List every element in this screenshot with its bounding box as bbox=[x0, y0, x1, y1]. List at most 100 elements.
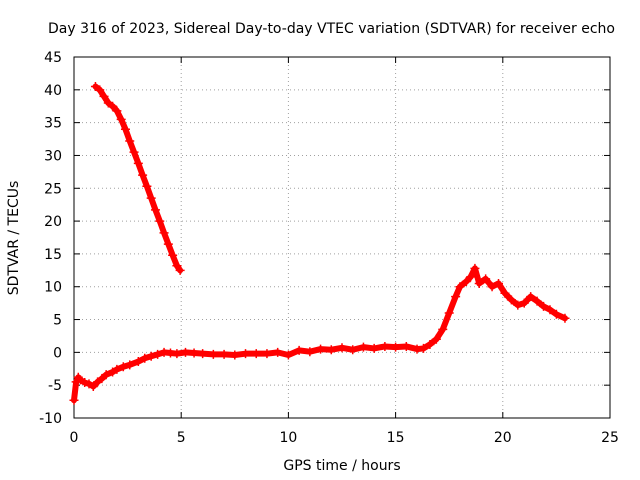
data-point bbox=[539, 301, 549, 311]
data-point bbox=[418, 343, 428, 353]
data-point bbox=[172, 349, 182, 359]
y-tick-label: 20 bbox=[44, 214, 62, 230]
data-point bbox=[451, 292, 461, 302]
data-point bbox=[116, 114, 126, 124]
data-point bbox=[470, 263, 480, 273]
axis-ticks: 0 5 10 15 20 25 -10 -5 0 5 10 15 20 25 30 35 40 45 bbox=[39, 50, 619, 446]
data-point bbox=[125, 360, 135, 370]
data-point bbox=[146, 193, 156, 203]
data-point bbox=[71, 377, 81, 387]
data-point bbox=[88, 381, 98, 391]
data-point bbox=[425, 339, 435, 349]
chart-title: Day 316 of 2023, Sidereal Day-to-day VTE… bbox=[48, 21, 615, 37]
y-tick-label: 10 bbox=[44, 280, 62, 296]
y-tick-label: -10 bbox=[39, 411, 62, 427]
data-point bbox=[551, 309, 561, 319]
data-point bbox=[391, 342, 401, 352]
data-point bbox=[513, 300, 523, 310]
x-tick-label: 5 bbox=[177, 430, 186, 446]
data-point bbox=[99, 91, 109, 101]
data-point bbox=[474, 278, 484, 288]
data-point bbox=[526, 292, 536, 302]
data-point bbox=[262, 349, 272, 359]
data-point bbox=[316, 344, 326, 354]
data-point bbox=[305, 347, 315, 357]
data-point bbox=[101, 370, 111, 380]
x-tick-label: 15 bbox=[387, 430, 405, 446]
data-point bbox=[163, 239, 173, 249]
data-point bbox=[326, 345, 336, 355]
data-point bbox=[369, 343, 379, 353]
data-point bbox=[108, 101, 118, 111]
data-point bbox=[358, 342, 368, 352]
plot-frame bbox=[73, 56, 611, 419]
data-point bbox=[97, 374, 107, 384]
y-tick-label: 35 bbox=[44, 116, 62, 132]
data-point bbox=[112, 106, 122, 116]
data-point bbox=[198, 349, 208, 359]
data-point bbox=[120, 124, 130, 134]
data-point bbox=[153, 349, 163, 359]
data-point bbox=[500, 288, 510, 298]
data-point bbox=[168, 250, 178, 260]
data-point bbox=[219, 349, 229, 359]
data-point bbox=[230, 350, 240, 360]
data-point bbox=[461, 276, 471, 286]
y-tick-label: 0 bbox=[53, 345, 62, 361]
data-point bbox=[337, 343, 347, 353]
data-point bbox=[519, 298, 529, 308]
data-point bbox=[444, 308, 454, 318]
data-point bbox=[294, 345, 304, 355]
data-point bbox=[140, 353, 150, 363]
data-point bbox=[180, 347, 190, 357]
y-tick-label: 5 bbox=[53, 313, 62, 329]
x-tick-label: 20 bbox=[494, 430, 512, 446]
data-point bbox=[487, 282, 497, 292]
data-point bbox=[545, 305, 555, 315]
y-tick-label: -5 bbox=[48, 378, 62, 394]
x-axis-label: GPS time / hours bbox=[283, 458, 400, 474]
data-point bbox=[146, 351, 156, 361]
y-tick-label: 30 bbox=[44, 148, 62, 164]
x-tick-label: 25 bbox=[601, 430, 619, 446]
data-point bbox=[560, 313, 570, 323]
data-point bbox=[481, 274, 491, 284]
data-point bbox=[159, 228, 169, 238]
x-tick-label: 10 bbox=[279, 430, 297, 446]
data-point bbox=[172, 261, 182, 271]
series-line-early-decline bbox=[92, 83, 184, 274]
data-point bbox=[241, 349, 251, 359]
data-point bbox=[466, 272, 476, 282]
data-point bbox=[494, 278, 504, 288]
y-axis-label: SDTVAR / TECUs bbox=[6, 181, 22, 296]
data-point bbox=[532, 296, 542, 306]
data-point bbox=[133, 158, 143, 168]
data-point bbox=[506, 295, 516, 305]
y-tick-label: 45 bbox=[44, 50, 62, 66]
data-point bbox=[251, 349, 261, 359]
data-point bbox=[133, 357, 143, 367]
data-point bbox=[438, 324, 448, 334]
data-point bbox=[155, 216, 165, 226]
data-point bbox=[380, 341, 390, 351]
data-point bbox=[348, 345, 358, 355]
data-point bbox=[189, 348, 199, 358]
y-tick-label: 25 bbox=[44, 181, 62, 197]
x-tick-label: 0 bbox=[70, 430, 79, 446]
data-point bbox=[208, 349, 218, 359]
series-line-main-trace bbox=[71, 265, 568, 404]
data-point bbox=[142, 181, 152, 191]
data-points bbox=[69, 82, 570, 405]
data-point bbox=[69, 395, 79, 405]
data-point bbox=[431, 334, 441, 344]
data-point bbox=[150, 205, 160, 215]
data-point bbox=[80, 378, 90, 388]
data-point bbox=[125, 136, 135, 146]
data-point bbox=[112, 364, 122, 374]
y-tick-label: 15 bbox=[44, 247, 62, 263]
data-point bbox=[118, 362, 128, 372]
y-tick-label: 40 bbox=[44, 83, 62, 99]
data-point bbox=[455, 282, 465, 292]
data-point bbox=[138, 170, 148, 180]
